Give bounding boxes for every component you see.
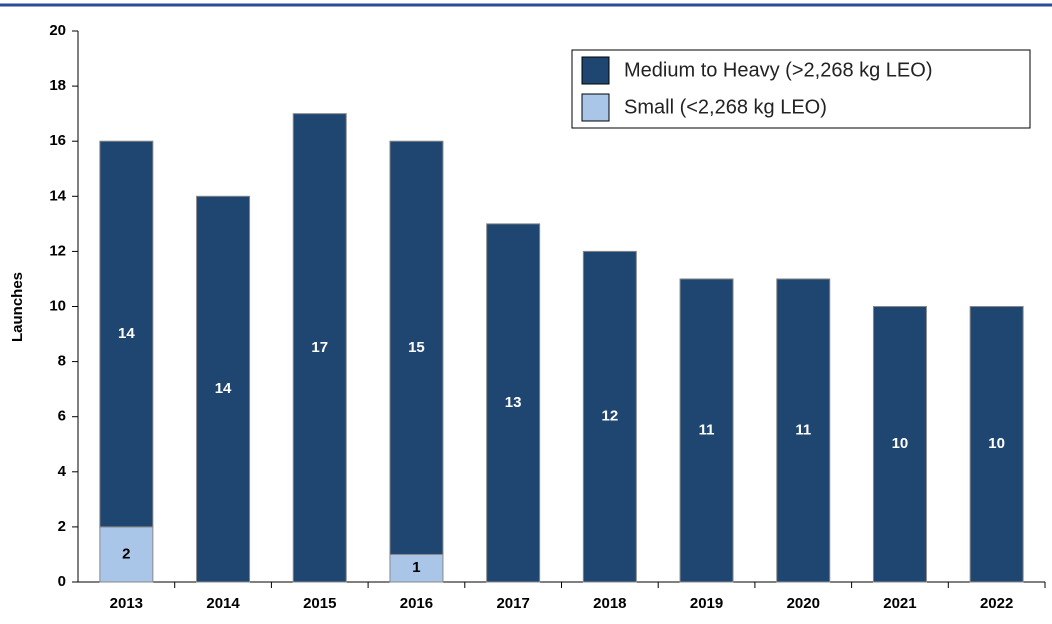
- y-tick-label: 0: [58, 573, 66, 590]
- y-axis-title: Launches: [9, 272, 26, 342]
- bar-segment: [99, 140, 154, 528]
- data-label: 11: [699, 421, 715, 438]
- y-tick-label: 16: [49, 132, 66, 149]
- data-label: 17: [311, 339, 328, 356]
- x-tick-label: 2019: [690, 595, 723, 612]
- y-tick-label: 12: [49, 242, 66, 259]
- y-tick-label: 20: [49, 22, 66, 39]
- x-tick-label: 2016: [400, 595, 433, 612]
- data-label: 11: [795, 421, 811, 438]
- bar-segment: [389, 140, 444, 555]
- data-label: 14: [215, 380, 232, 397]
- data-label: 2: [122, 545, 130, 562]
- x-tick-label: 2020: [787, 595, 820, 612]
- bar-segment: [679, 278, 734, 583]
- legend-label: Small (<2,268 kg LEO): [624, 96, 827, 118]
- y-tick-label: 10: [49, 297, 66, 314]
- y-tick-label: 14: [49, 187, 66, 204]
- bar-segment: [969, 306, 1024, 583]
- legend-box: [571, 49, 1031, 129]
- data-label: 10: [892, 435, 909, 452]
- x-tick-label: 2022: [980, 595, 1013, 612]
- y-tick-label: 18: [49, 77, 66, 94]
- bar-segment: [872, 306, 927, 583]
- bar-segment: [389, 553, 444, 583]
- data-label: 14: [118, 325, 135, 342]
- x-tick-label: 2021: [883, 595, 916, 612]
- bar-segment: [99, 526, 154, 583]
- legend-swatch: [581, 56, 610, 85]
- bar-segment: [196, 195, 251, 583]
- data-label: 12: [602, 408, 619, 425]
- bar-segment: [776, 278, 831, 583]
- data-label: 1: [412, 559, 420, 576]
- y-tick-label: 2: [58, 518, 66, 535]
- data-label: 15: [408, 339, 425, 356]
- bar-segment: [582, 250, 637, 583]
- data-label: 13: [505, 394, 522, 411]
- y-tick-label: 6: [58, 408, 66, 425]
- legend-swatch: [581, 93, 610, 122]
- x-tick-label: 2017: [496, 595, 529, 612]
- bar-segment: [486, 223, 541, 583]
- y-tick-label: 8: [58, 353, 66, 370]
- y-tick-label: 4: [58, 463, 67, 480]
- bar-segment: [292, 113, 347, 583]
- x-tick-label: 2014: [206, 595, 240, 612]
- legend-label: Medium to Heavy (>2,268 kg LEO): [624, 59, 932, 81]
- data-label: 10: [988, 435, 1005, 452]
- x-tick-label: 2013: [110, 595, 143, 612]
- x-tick-label: 2018: [593, 595, 626, 612]
- x-tick-label: 2015: [303, 595, 336, 612]
